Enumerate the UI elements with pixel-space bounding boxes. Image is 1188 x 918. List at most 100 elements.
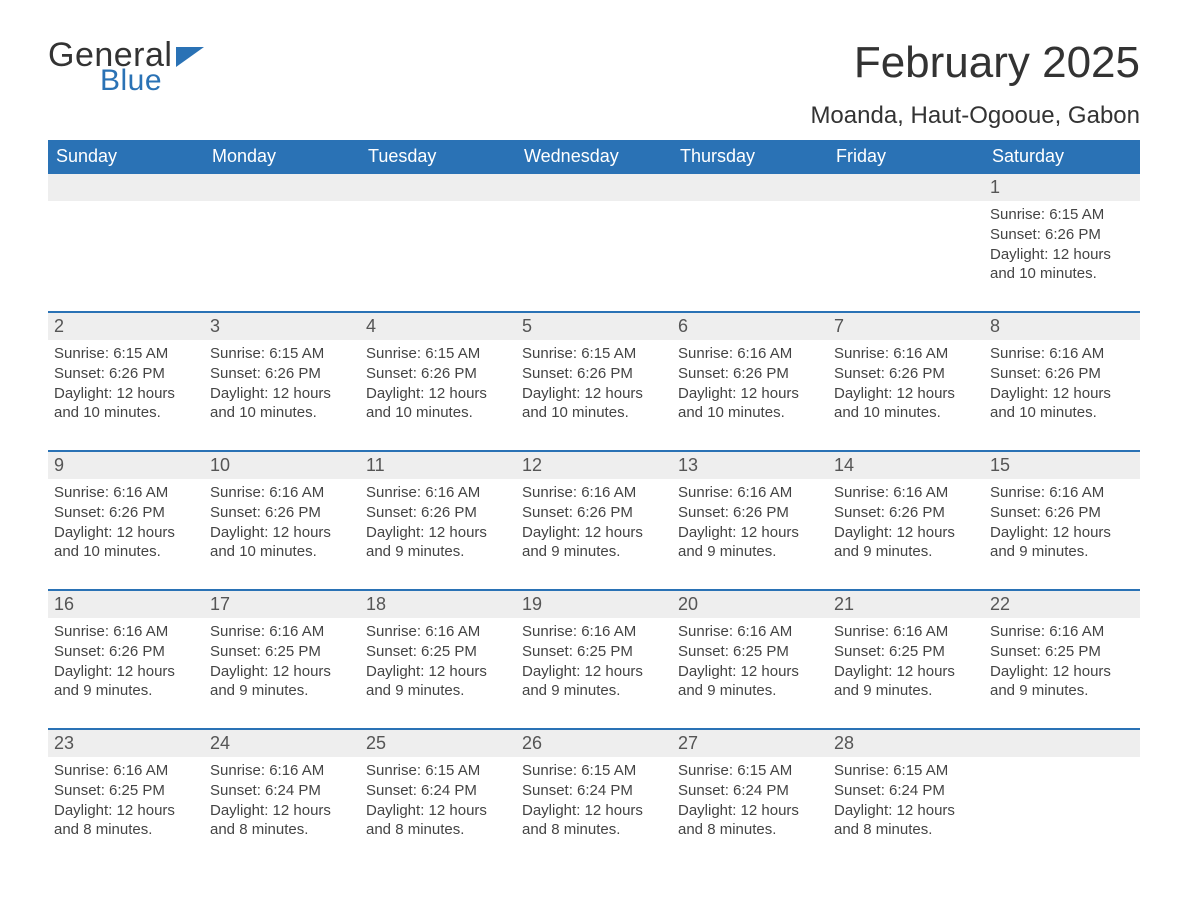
day-cell: Sunrise: 6:16 AMSunset: 6:24 PMDaylight:… bbox=[204, 757, 360, 867]
sunrise-line: Sunrise: 6:16 AM bbox=[834, 622, 976, 642]
sunrise-line: Sunrise: 6:16 AM bbox=[210, 483, 352, 503]
day-number: 14 bbox=[828, 452, 984, 479]
daylight-line: Daylight: 12 hours and 9 minutes. bbox=[990, 662, 1132, 702]
day-cell bbox=[48, 201, 204, 311]
day-cell: Sunrise: 6:15 AMSunset: 6:26 PMDaylight:… bbox=[360, 340, 516, 450]
day-cell: Sunrise: 6:16 AMSunset: 6:25 PMDaylight:… bbox=[516, 618, 672, 728]
day-number bbox=[672, 174, 828, 201]
day-number bbox=[48, 174, 204, 201]
daynum-band: 9101112131415 bbox=[48, 452, 1140, 479]
day-number: 2 bbox=[48, 313, 204, 340]
daylight-line: Daylight: 12 hours and 10 minutes. bbox=[54, 523, 196, 563]
daynum-band: 232425262728 bbox=[48, 730, 1140, 757]
sunset-line: Sunset: 6:24 PM bbox=[678, 781, 820, 801]
day-cell: Sunrise: 6:16 AMSunset: 6:26 PMDaylight:… bbox=[516, 479, 672, 589]
week-row: 232425262728Sunrise: 6:16 AMSunset: 6:25… bbox=[48, 728, 1140, 867]
daylight-line: Daylight: 12 hours and 9 minutes. bbox=[522, 523, 664, 563]
day-number: 5 bbox=[516, 313, 672, 340]
sunrise-line: Sunrise: 6:15 AM bbox=[678, 761, 820, 781]
sunset-line: Sunset: 6:25 PM bbox=[834, 642, 976, 662]
daylight-line: Daylight: 12 hours and 10 minutes. bbox=[678, 384, 820, 424]
day-cell: Sunrise: 6:16 AMSunset: 6:26 PMDaylight:… bbox=[828, 340, 984, 450]
day-cell: Sunrise: 6:15 AMSunset: 6:24 PMDaylight:… bbox=[828, 757, 984, 867]
sunset-line: Sunset: 6:26 PM bbox=[834, 503, 976, 523]
daylight-line: Daylight: 12 hours and 8 minutes. bbox=[522, 801, 664, 841]
dow-label: Thursday bbox=[672, 140, 828, 174]
day-number: 7 bbox=[828, 313, 984, 340]
day-cell: Sunrise: 6:16 AMSunset: 6:26 PMDaylight:… bbox=[672, 340, 828, 450]
brand-triangle-icon bbox=[176, 47, 204, 67]
day-cell: Sunrise: 6:16 AMSunset: 6:26 PMDaylight:… bbox=[204, 479, 360, 589]
day-cell: Sunrise: 6:15 AMSunset: 6:26 PMDaylight:… bbox=[204, 340, 360, 450]
sunset-line: Sunset: 6:26 PM bbox=[54, 364, 196, 384]
sunrise-line: Sunrise: 6:16 AM bbox=[54, 622, 196, 642]
daylight-line: Daylight: 12 hours and 10 minutes. bbox=[522, 384, 664, 424]
day-number: 16 bbox=[48, 591, 204, 618]
day-number: 3 bbox=[204, 313, 360, 340]
week-row: 16171819202122Sunrise: 6:16 AMSunset: 6:… bbox=[48, 589, 1140, 728]
header: General Blue February 2025 Moanda, Haut-… bbox=[48, 38, 1140, 130]
sunrise-line: Sunrise: 6:15 AM bbox=[522, 344, 664, 364]
day-number: 19 bbox=[516, 591, 672, 618]
sunrise-line: Sunrise: 6:16 AM bbox=[522, 622, 664, 642]
daylight-line: Daylight: 12 hours and 9 minutes. bbox=[54, 662, 196, 702]
day-cell: Sunrise: 6:16 AMSunset: 6:25 PMDaylight:… bbox=[672, 618, 828, 728]
sunset-line: Sunset: 6:26 PM bbox=[210, 503, 352, 523]
day-number bbox=[360, 174, 516, 201]
day-cell: Sunrise: 6:15 AMSunset: 6:26 PMDaylight:… bbox=[516, 340, 672, 450]
sunrise-line: Sunrise: 6:15 AM bbox=[834, 761, 976, 781]
sunrise-line: Sunrise: 6:15 AM bbox=[990, 205, 1132, 225]
day-number: 25 bbox=[360, 730, 516, 757]
daynum-band: 1 bbox=[48, 174, 1140, 201]
week-row: 9101112131415Sunrise: 6:16 AMSunset: 6:2… bbox=[48, 450, 1140, 589]
week-row: 2345678Sunrise: 6:15 AMSunset: 6:26 PMDa… bbox=[48, 311, 1140, 450]
day-cell: Sunrise: 6:16 AMSunset: 6:25 PMDaylight:… bbox=[204, 618, 360, 728]
sunset-line: Sunset: 6:26 PM bbox=[990, 225, 1132, 245]
sunset-line: Sunset: 6:25 PM bbox=[678, 642, 820, 662]
sunrise-line: Sunrise: 6:16 AM bbox=[366, 483, 508, 503]
daylight-line: Daylight: 12 hours and 10 minutes. bbox=[834, 384, 976, 424]
day-cell: Sunrise: 6:15 AMSunset: 6:24 PMDaylight:… bbox=[672, 757, 828, 867]
sunset-line: Sunset: 6:25 PM bbox=[210, 642, 352, 662]
sunrise-line: Sunrise: 6:15 AM bbox=[522, 761, 664, 781]
sunset-line: Sunset: 6:26 PM bbox=[678, 364, 820, 384]
day-cell: Sunrise: 6:16 AMSunset: 6:25 PMDaylight:… bbox=[360, 618, 516, 728]
daylight-line: Daylight: 12 hours and 9 minutes. bbox=[834, 523, 976, 563]
week-row: 1Sunrise: 6:15 AMSunset: 6:26 PMDaylight… bbox=[48, 174, 1140, 311]
dow-label: Sunday bbox=[48, 140, 204, 174]
day-cell: Sunrise: 6:16 AMSunset: 6:26 PMDaylight:… bbox=[672, 479, 828, 589]
day-number: 27 bbox=[672, 730, 828, 757]
sunset-line: Sunset: 6:26 PM bbox=[990, 503, 1132, 523]
sunset-line: Sunset: 6:26 PM bbox=[990, 364, 1132, 384]
day-number: 22 bbox=[984, 591, 1140, 618]
daylight-line: Daylight: 12 hours and 10 minutes. bbox=[210, 384, 352, 424]
day-number: 13 bbox=[672, 452, 828, 479]
location: Moanda, Haut-Ogooue, Gabon bbox=[810, 102, 1140, 130]
day-cell: Sunrise: 6:15 AMSunset: 6:26 PMDaylight:… bbox=[48, 340, 204, 450]
day-number: 4 bbox=[360, 313, 516, 340]
daylight-line: Daylight: 12 hours and 9 minutes. bbox=[990, 523, 1132, 563]
day-number: 12 bbox=[516, 452, 672, 479]
day-cell: Sunrise: 6:16 AMSunset: 6:26 PMDaylight:… bbox=[48, 479, 204, 589]
day-cell: Sunrise: 6:16 AMSunset: 6:26 PMDaylight:… bbox=[984, 340, 1140, 450]
dow-label: Wednesday bbox=[516, 140, 672, 174]
sunset-line: Sunset: 6:24 PM bbox=[522, 781, 664, 801]
sunrise-line: Sunrise: 6:16 AM bbox=[990, 622, 1132, 642]
day-number bbox=[828, 174, 984, 201]
daylight-line: Daylight: 12 hours and 9 minutes. bbox=[522, 662, 664, 702]
sunrise-line: Sunrise: 6:16 AM bbox=[54, 761, 196, 781]
day-cell bbox=[828, 201, 984, 311]
sunrise-line: Sunrise: 6:16 AM bbox=[990, 483, 1132, 503]
day-cell: Sunrise: 6:16 AMSunset: 6:26 PMDaylight:… bbox=[828, 479, 984, 589]
daylight-line: Daylight: 12 hours and 8 minutes. bbox=[834, 801, 976, 841]
sunrise-line: Sunrise: 6:15 AM bbox=[366, 761, 508, 781]
daylight-line: Daylight: 12 hours and 9 minutes. bbox=[210, 662, 352, 702]
sunrise-line: Sunrise: 6:16 AM bbox=[54, 483, 196, 503]
sunrise-line: Sunrise: 6:16 AM bbox=[366, 622, 508, 642]
day-number: 6 bbox=[672, 313, 828, 340]
sunrise-line: Sunrise: 6:16 AM bbox=[678, 483, 820, 503]
day-cell: Sunrise: 6:16 AMSunset: 6:25 PMDaylight:… bbox=[828, 618, 984, 728]
sunset-line: Sunset: 6:26 PM bbox=[834, 364, 976, 384]
daylight-line: Daylight: 12 hours and 8 minutes. bbox=[366, 801, 508, 841]
day-number: 18 bbox=[360, 591, 516, 618]
